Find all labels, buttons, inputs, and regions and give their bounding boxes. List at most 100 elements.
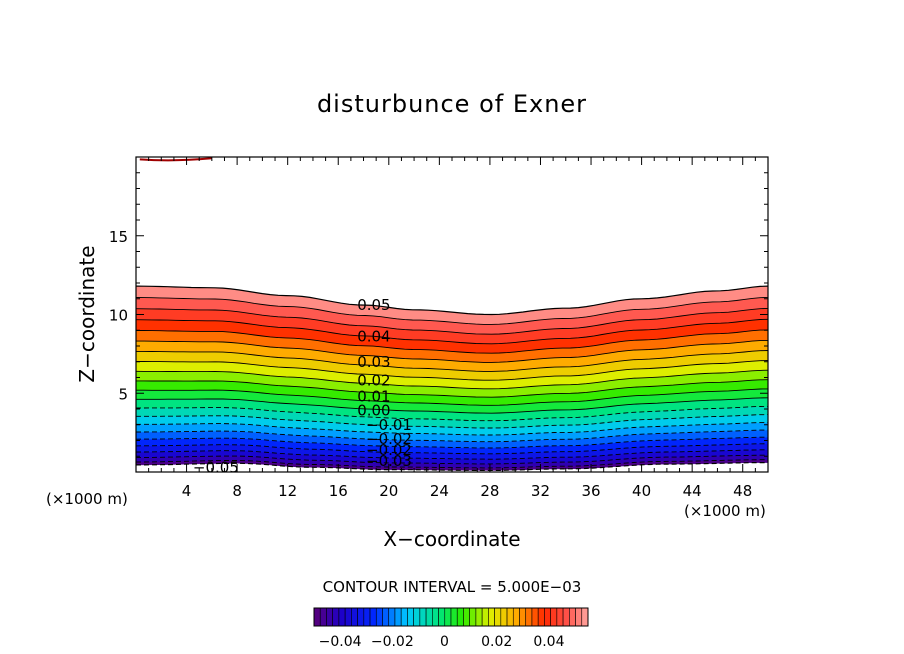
x-tick-label: 8 <box>232 482 242 500</box>
colorbar-tick-label: 0 <box>440 634 449 650</box>
colorbar-cell <box>500 607 508 627</box>
x-axis-label: X−coordinate <box>383 527 520 551</box>
x-tick-label: 24 <box>430 482 449 500</box>
x-tick-label: 32 <box>531 482 550 500</box>
x-unit-right: (×1000 m) <box>684 502 766 520</box>
colorbar-cell <box>506 607 514 627</box>
x-tick-label: 36 <box>581 482 600 500</box>
contour-label: −0.03 <box>366 452 412 470</box>
colorbar-cell <box>544 607 551 627</box>
contour-line <box>136 379 769 398</box>
contour-line <box>135 436 769 449</box>
x-tick-label: 48 <box>733 482 752 500</box>
colorbar-tick-label: −0.04 <box>319 634 362 650</box>
colorbar-cell <box>351 607 358 627</box>
contour-label: −0.02 <box>366 441 412 459</box>
contour-line <box>136 329 769 354</box>
contour-line <box>136 414 769 429</box>
colorbar-tick-label: 0.04 <box>533 634 564 650</box>
x-tick-label: 16 <box>329 482 348 500</box>
colorbar-cell <box>332 607 340 627</box>
colorbar-cell <box>575 607 583 627</box>
colorbar-cell <box>450 607 458 627</box>
colorbar-cell <box>475 607 483 627</box>
contour-interval-label: CONTOUR INTERVAL = 5.000E−03 <box>323 578 582 596</box>
colorbar-cell <box>407 607 414 627</box>
x-tick-label: 44 <box>683 482 702 500</box>
contour-line <box>136 360 769 381</box>
colorbar-cell <box>556 607 564 627</box>
colorbar-frame <box>313 607 589 627</box>
colorbar-cell <box>319 607 327 627</box>
x-tick-label: 12 <box>278 482 297 500</box>
colorbar-cell <box>394 607 402 627</box>
contour-line <box>136 449 768 460</box>
y-axis-label: Z−coordinate <box>75 245 99 382</box>
contour-line <box>136 350 769 372</box>
contour-label: 0.05 <box>357 296 390 314</box>
colorbar-cell <box>363 607 371 627</box>
colorbar-cell <box>438 607 446 627</box>
colorbar-cell <box>400 607 408 627</box>
contour-line <box>136 397 769 414</box>
contour-label: 0.04 <box>357 328 390 346</box>
contour-line <box>139 157 212 162</box>
colorbar-cell <box>494 607 502 627</box>
x-tick-label: 4 <box>182 482 192 500</box>
colorbar-cell <box>357 607 365 627</box>
colorbar-cell <box>537 607 545 627</box>
contour-line <box>135 369 769 390</box>
contour-line <box>136 459 768 469</box>
colorbar-cell <box>525 607 533 627</box>
contour-label: −0.01 <box>366 416 412 434</box>
colorbar-cell <box>444 607 452 627</box>
contour-label: 0.03 <box>357 353 390 371</box>
colorbar-cell <box>375 607 383 627</box>
contour-fills <box>135 285 769 471</box>
x-tick-label: 20 <box>379 482 398 500</box>
colorbar: −0.04 −0.02 0 0.02 0.04 <box>313 607 589 650</box>
colorbar-cell <box>425 607 433 627</box>
colorbar-cell <box>569 607 576 627</box>
colorbar-cell <box>313 607 321 627</box>
contour-line <box>135 307 769 335</box>
contour-line <box>135 318 769 345</box>
contour-label: 0.01 <box>357 387 390 405</box>
colorbar-cell <box>512 607 520 627</box>
colorbar-cell <box>456 607 464 627</box>
contour-label: 0.02 <box>357 372 390 390</box>
contour-line <box>136 388 769 406</box>
colorbar-cell <box>369 607 377 627</box>
colorbar-cell <box>519 607 527 627</box>
contour-line <box>136 339 769 363</box>
colorbar-cell <box>581 607 589 627</box>
contour-line <box>136 422 769 436</box>
colorbar-cell <box>326 607 333 627</box>
colorbar-cell <box>488 607 495 627</box>
colorbar-cell <box>419 607 427 627</box>
contour-label: 0.00 <box>357 402 390 420</box>
colorbar-cell <box>338 607 346 627</box>
x-tick-label: 40 <box>632 482 651 500</box>
colorbar-cell <box>550 607 558 627</box>
colorbar-cell <box>432 607 439 627</box>
y-tick-label: 10 <box>109 307 128 325</box>
contour-line <box>136 405 769 422</box>
x-unit-left: (×1000 m) <box>46 490 128 508</box>
x-tick-label: 28 <box>480 482 499 500</box>
colorbar-cell <box>382 607 390 627</box>
y-tick-label: 15 <box>109 228 128 246</box>
colorbar-cell <box>531 607 539 627</box>
contour-line <box>135 285 769 316</box>
chart-title: disturbunce of Exner <box>317 90 587 118</box>
colorbar-tick-label: 0.02 <box>481 634 512 650</box>
contour-label: −0.05 <box>193 458 239 476</box>
y-tick-label: 5 <box>118 385 128 403</box>
colorbar-cell <box>469 607 477 627</box>
colorbar-tick-label: −0.02 <box>371 634 414 650</box>
colorbar-cell <box>481 607 489 627</box>
contour-line <box>135 296 769 325</box>
colorbar-cell <box>463 607 470 627</box>
